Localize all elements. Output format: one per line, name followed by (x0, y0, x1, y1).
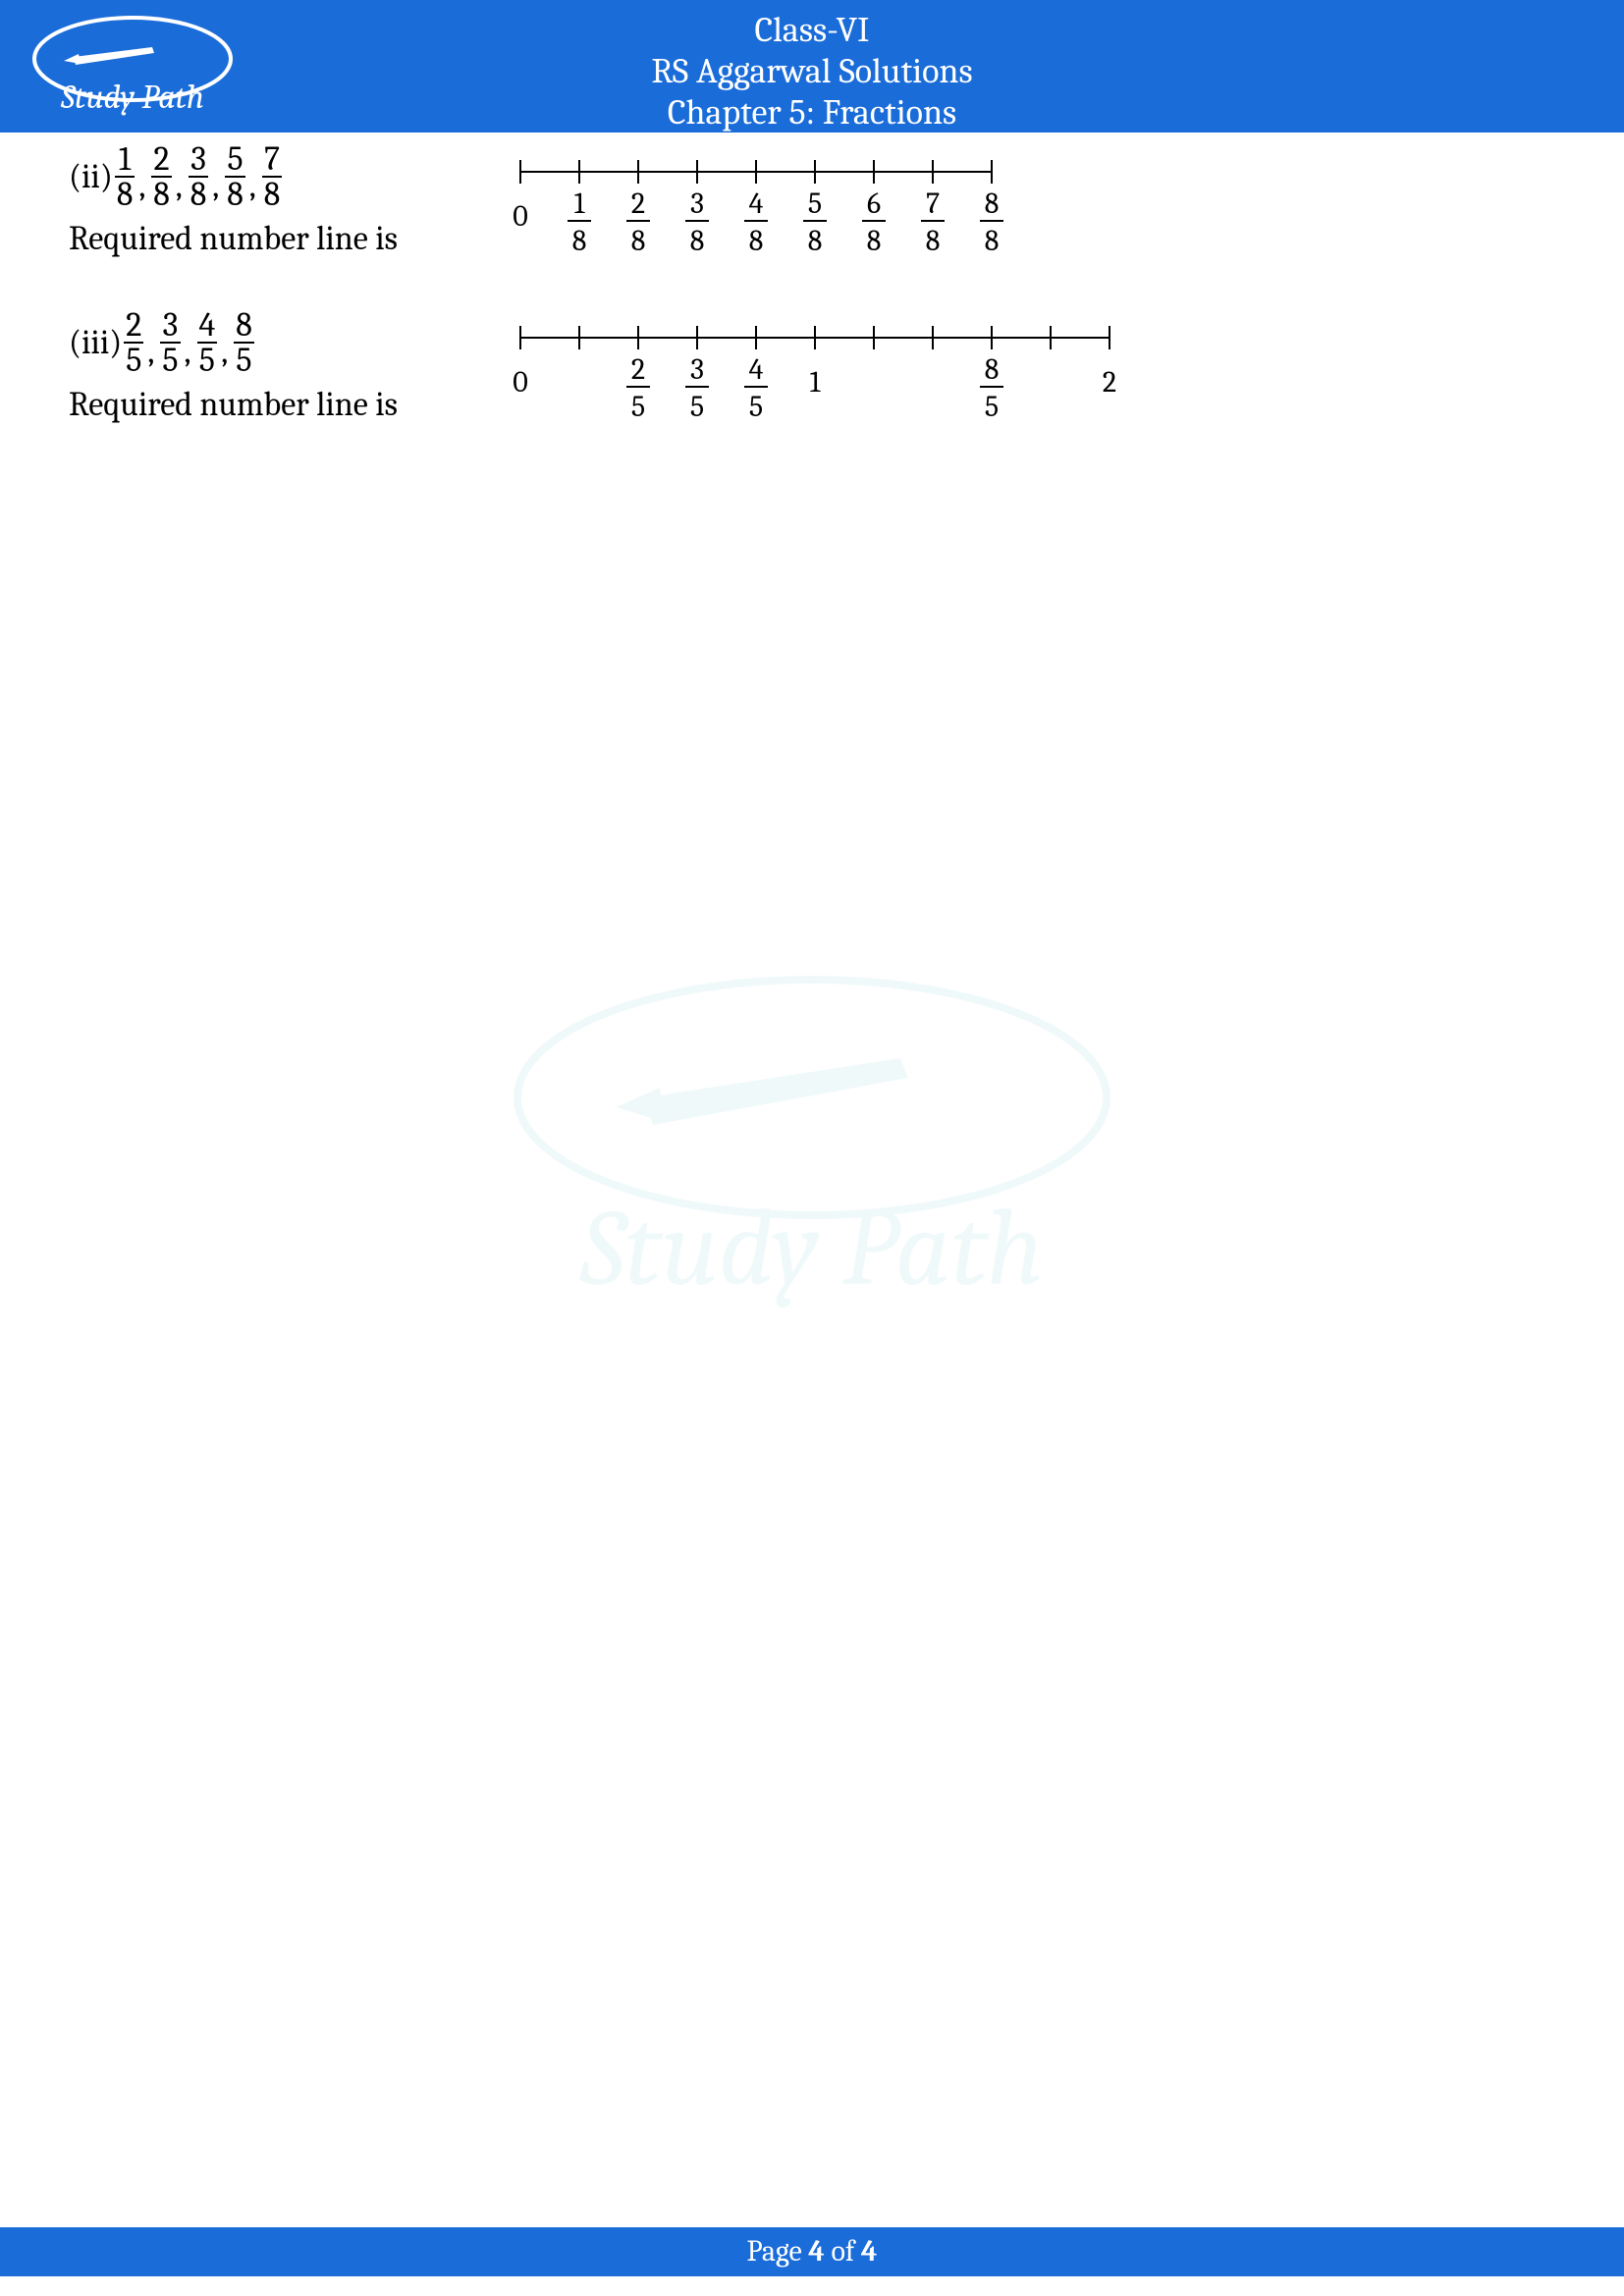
tick-denominator: 8 (808, 224, 823, 258)
number-line: 02535451852 (501, 318, 1129, 436)
numerator: 1 (117, 142, 133, 176)
denominator: 8 (189, 176, 209, 211)
tick-numerator: 8 (985, 352, 1000, 387)
tick-numerator: 8 (985, 187, 1000, 221)
denominator: 8 (115, 176, 135, 211)
tick-numerator: 3 (690, 352, 704, 387)
tick-denominator: 8 (926, 224, 941, 258)
tick-denominator: 5 (631, 390, 645, 424)
tick-denominator: 5 (690, 390, 704, 424)
problem-diagram: 02535451852 (461, 308, 1555, 445)
tick-denominator: 8 (749, 224, 764, 258)
numerator: 7 (262, 142, 282, 176)
numerator: 2 (124, 308, 143, 342)
fraction: 35 (160, 308, 180, 377)
fraction: 18 (115, 142, 135, 211)
denominator: 5 (124, 342, 143, 377)
comma: , (221, 330, 228, 377)
fraction: 58 (225, 142, 245, 211)
tick-numerator: 3 (690, 187, 704, 221)
problem-diagram: 01828384858687888 (461, 142, 1555, 279)
logo: Study Path (20, 10, 245, 118)
tick-denominator: 8 (631, 224, 646, 258)
footer-current: 4 (808, 2234, 825, 2269)
numerator: 4 (197, 308, 218, 342)
comma: , (176, 164, 183, 211)
comma: , (147, 330, 154, 377)
numerator: 5 (225, 142, 244, 176)
fraction: 85 (234, 308, 254, 377)
problem-row: (ii) 18,28,38,58,78Required number line … (69, 142, 1555, 279)
problem-text: (iii) 25,35,45,85Required number line is (69, 308, 461, 424)
footer-prefix: Page (747, 2234, 809, 2269)
problem-label: (ii) (69, 155, 113, 198)
tick-denominator: 5 (985, 390, 999, 424)
numerator: 3 (189, 142, 208, 176)
tick-numerator: 6 (867, 187, 881, 221)
tick-numerator: 2 (631, 187, 645, 221)
problem-prompt: (ii) 18,28,38,58,78 (69, 142, 461, 211)
problem-prompt: (iii) 25,35,45,85 (69, 308, 461, 377)
tick-numerator: 4 (749, 187, 764, 221)
denominator: 8 (151, 176, 172, 211)
tick-denominator: 8 (867, 224, 882, 258)
watermark: Study Path (468, 950, 1156, 1347)
footer-total: 4 (861, 2234, 878, 2269)
fraction: 38 (189, 142, 209, 211)
tick-numerator: 4 (749, 352, 764, 387)
tick-denominator: 8 (572, 224, 587, 258)
tick-denominator: 5 (749, 390, 763, 424)
comma: , (185, 330, 191, 377)
tick-denominator: 8 (690, 224, 705, 258)
page-header: Study Path Class-VI RS Aggarwal Solution… (0, 0, 1624, 133)
denominator: 8 (225, 176, 245, 211)
denominator: 8 (262, 176, 283, 211)
numerator: 8 (234, 308, 254, 342)
fraction: 45 (197, 308, 218, 377)
comma: , (249, 164, 256, 211)
comma: , (212, 164, 219, 211)
page-footer: Page 4 of 4 (0, 2227, 1624, 2276)
tick-label: 1 (810, 365, 822, 400)
page-content: (ii) 18,28,38,58,78Required number line … (0, 133, 1624, 445)
denominator: 5 (234, 342, 253, 377)
numerator: 2 (152, 142, 172, 176)
problem-row: (iii) 25,35,45,85Required number line is… (69, 308, 1555, 445)
fraction: 78 (262, 142, 283, 211)
tick-numerator: 5 (808, 187, 822, 221)
svg-text:Study Path: Study Path (578, 1187, 1044, 1311)
numerator: 3 (161, 308, 181, 342)
tick-numerator: 1 (574, 187, 586, 221)
problem-caption: Required number line is (69, 385, 461, 424)
problem-text: (ii) 18,28,38,58,78Required number line … (69, 142, 461, 258)
fraction: 28 (151, 142, 172, 211)
fraction: 25 (124, 308, 143, 377)
tick-label: 0 (513, 199, 528, 234)
footer-of: of (825, 2234, 861, 2269)
denominator: 5 (197, 342, 217, 377)
problem-label: (iii) (69, 321, 122, 364)
number-line: 01828384858687888 (501, 152, 1011, 270)
tick-numerator: 7 (926, 187, 940, 221)
comma: , (138, 164, 145, 211)
problem-caption: Required number line is (69, 219, 461, 258)
tick-label: 2 (1103, 365, 1116, 400)
logo-text: Study Path (60, 78, 204, 117)
tick-label: 0 (513, 365, 528, 400)
tick-numerator: 2 (631, 352, 645, 387)
tick-denominator: 8 (985, 224, 1000, 258)
denominator: 5 (160, 342, 180, 377)
